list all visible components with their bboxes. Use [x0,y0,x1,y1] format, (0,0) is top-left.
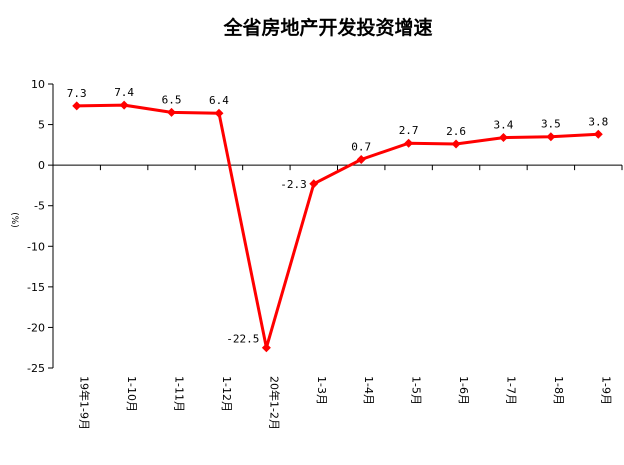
x-axis-ticks: 19年1-9月 1-10月 1-11月 1-12月 20年1-2月 1-3月 1-4月 1-5… [52,165,623,430]
data-point-marker [404,138,414,148]
data-label: 0.7 [351,140,371,153]
chart-title: 全省房地产开发投资增速 [222,16,432,39]
x-tick-label: 1-11月 [173,376,186,412]
data-point-marker [546,132,556,142]
data-point-marker [167,107,177,117]
x-tick-label: 1-9月 [599,376,612,405]
data-label: 2.7 [399,124,419,137]
data-label: 3.5 [541,118,561,131]
data-label: 3.4 [494,119,514,132]
y-tick-label: 5 [38,119,45,132]
y-tick-label: -15 [27,281,45,294]
x-tick-label: 1-10月 [125,376,138,412]
y-tick-label: -5 [34,200,45,213]
y-axis-ticks: 10 5 0 -5 -10 -15 -20 -25 [27,78,53,375]
data-point-marker [498,133,508,143]
x-tick-label: 1-6月 [457,376,470,405]
x-tick-label: 1-4月 [362,376,375,405]
x-tick-label: 1-5月 [410,376,423,405]
data-point-marker [72,101,82,111]
y-tick-label: -25 [27,362,45,375]
data-label: 3.8 [588,115,608,128]
x-tick-label: 1-8月 [552,376,565,405]
series-polyline [76,103,599,349]
data-label: 7.4 [114,86,134,99]
data-label: -2.3 [280,178,307,191]
data-point-marker [356,154,366,164]
x-tick-label: 20年1-2月 [267,376,281,430]
axes [52,84,622,368]
data-label: 2.6 [446,125,466,138]
y-tick-label: 10 [31,78,45,91]
data-point-marker [309,179,319,189]
y-tick-label: -10 [27,240,45,253]
x-tick-label: 1-3月 [315,376,328,405]
data-label: 7.3 [67,87,87,100]
series-markers [72,100,603,353]
data-point-marker [261,343,271,353]
data-point-marker [214,108,224,118]
data-point-marker [119,100,129,110]
data-label: 6.5 [162,93,182,106]
data-point-marker [593,129,603,139]
data-label: 6.4 [209,94,229,107]
data-label: -22.5 [226,333,259,346]
series-line [76,103,599,349]
data-point-marker [451,139,461,149]
y-tick-label: 0 [38,159,45,172]
x-tick-label: 1-7月 [504,376,517,405]
y-tick-label: -20 [27,321,45,334]
y-axis-label: (%) [9,212,19,228]
data-labels: 7.3 7.4 6.5 6.4 -22.5 -2.3 0.7 2.7 2.6 3.4 3.5 3.8 [67,86,608,346]
x-tick-label: 19年1-9月 [78,376,92,430]
x-tick-label: 1-12月 [220,376,233,412]
